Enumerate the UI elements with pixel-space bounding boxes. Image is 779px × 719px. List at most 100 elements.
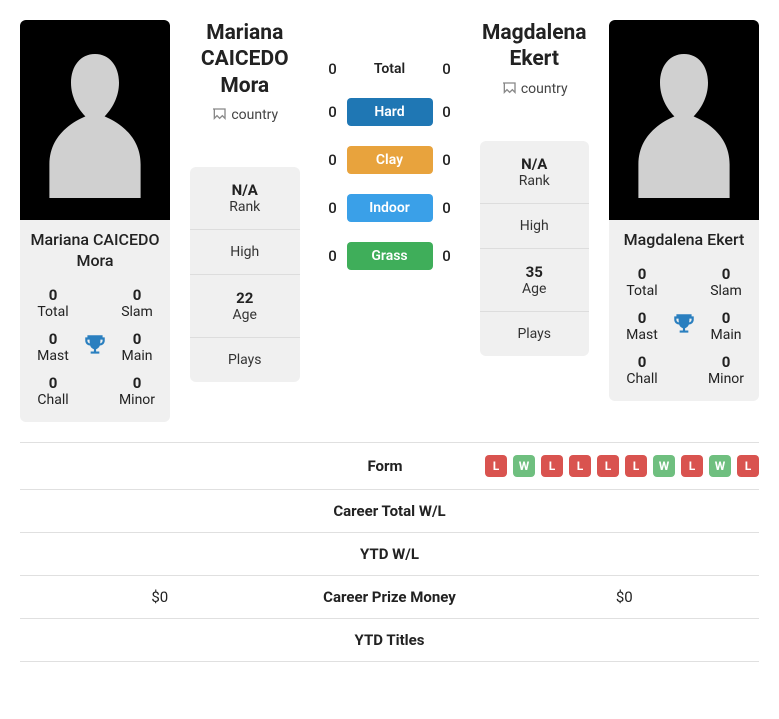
- h2h-total-label: Total: [347, 61, 433, 77]
- rank-val-left: N/A: [194, 181, 296, 199]
- h2h-column: 0Total00Hard00Clay00Indoor00Grass0: [320, 20, 460, 422]
- player-photo-right: [609, 20, 759, 220]
- titles-chall-val: 0: [615, 353, 669, 371]
- stat-right: $0: [480, 588, 760, 606]
- stat-row-career_prize: $0Career Prize Money$0: [20, 576, 759, 619]
- form-badge: L: [569, 455, 591, 477]
- stat-label: Career Total W/L: [300, 502, 480, 520]
- form-badge: L: [681, 455, 703, 477]
- titles-slam-lbl: Slam: [110, 304, 164, 320]
- titles-mast-val: 0: [615, 309, 669, 327]
- stat-label: Form: [295, 457, 475, 475]
- h2h-surface-pill: Hard: [347, 98, 433, 126]
- titles-total-lbl: Total: [615, 283, 669, 299]
- titles-main-lbl: Main: [699, 327, 753, 343]
- form-badge: L: [597, 455, 619, 477]
- h2h-left-val: 0: [319, 151, 347, 169]
- h2h-surface-pill: Clay: [347, 146, 433, 174]
- country-alt-left: country: [231, 107, 278, 123]
- info-col-right: Magdalena Ekert country N/ARank High 35A…: [480, 20, 590, 422]
- h2h-left-val: 0: [319, 60, 347, 78]
- titles-mast-lbl: Mast: [26, 348, 80, 364]
- plays-lbl: Plays: [194, 352, 296, 368]
- stat-label: YTD W/L: [300, 545, 480, 563]
- player-card-body-right: Magdalena Ekert 0Total 0Slam 0Mast 0Main…: [609, 220, 759, 401]
- age-lbl: Age: [484, 281, 586, 297]
- form-badge: L: [541, 455, 563, 477]
- titles-grid-right: 0Total 0Slam 0Mast 0Main 0Chall 0Minor: [615, 265, 753, 387]
- stat-row-ytd_titles: YTD Titles: [20, 619, 759, 662]
- player-name-left: Mariana CAICEDO Mora: [190, 20, 300, 99]
- broken-image-icon: [501, 81, 517, 97]
- form-badge: L: [485, 455, 507, 477]
- titles-slam-lbl: Slam: [699, 283, 753, 299]
- player-silhouette-icon: [35, 40, 155, 200]
- stat-row-ytd_wl: YTD W/L: [20, 533, 759, 576]
- player-name-left-card: Mariana CAICEDO Mora: [26, 230, 164, 272]
- player-card-body-left: Mariana CAICEDO Mora 0Total 0Slam 0Mast …: [20, 220, 170, 422]
- country-flag-right: country: [480, 81, 590, 101]
- player-card-right: Magdalena Ekert 0Total 0Slam 0Mast 0Main…: [609, 20, 759, 422]
- h2h-surface-pill: Indoor: [347, 194, 433, 222]
- age-lbl: Age: [194, 307, 296, 323]
- titles-chall-lbl: Chall: [615, 371, 669, 387]
- rank-val-right: N/A: [484, 155, 586, 173]
- titles-slam-val: 0: [110, 286, 164, 304]
- comparison-header: Mariana CAICEDO Mora 0Total 0Slam 0Mast …: [20, 20, 759, 422]
- broken-image-icon: [211, 107, 227, 123]
- country-alt-right: country: [521, 81, 568, 97]
- titles-minor-val: 0: [110, 374, 164, 392]
- form-badges: LWLLLLWLWL: [485, 455, 759, 477]
- titles-main-lbl: Main: [110, 348, 164, 364]
- stat-row-career_wl: Career Total W/L: [20, 490, 759, 533]
- h2h-right-val: 0: [433, 151, 461, 169]
- h2h-right-val: 0: [433, 103, 461, 121]
- info-col-left: Mariana CAICEDO Mora country N/ARank Hig…: [190, 20, 300, 422]
- titles-mast-lbl: Mast: [615, 327, 669, 343]
- titles-minor-val: 0: [699, 353, 753, 371]
- high-lbl: High: [194, 244, 296, 260]
- titles-main-val: 0: [110, 330, 164, 348]
- h2h-right-val: 0: [433, 60, 461, 78]
- country-flag-left: country: [190, 107, 300, 127]
- titles-total-val: 0: [26, 286, 80, 304]
- plays-lbl: Plays: [484, 326, 586, 342]
- titles-mast-val: 0: [26, 330, 80, 348]
- titles-minor-lbl: Minor: [699, 371, 753, 387]
- titles-total-val: 0: [615, 265, 669, 283]
- titles-main-val: 0: [699, 309, 753, 327]
- player-silhouette-icon: [624, 40, 744, 200]
- age-val-right: 35: [484, 263, 586, 281]
- titles-chall-val: 0: [26, 374, 80, 392]
- player-card-left: Mariana CAICEDO Mora 0Total 0Slam 0Mast …: [20, 20, 170, 422]
- titles-minor-lbl: Minor: [110, 392, 164, 408]
- h2h-left-val: 0: [319, 103, 347, 121]
- form-badge: W: [513, 455, 535, 477]
- stat-label: YTD Titles: [300, 631, 480, 649]
- h2h-left-val: 0: [319, 247, 347, 265]
- rank-lbl: Rank: [194, 199, 296, 215]
- comparison-table: Form LWLLLLWLWL Career Total W/L YTD W/L $0C…: [20, 442, 759, 662]
- form-badge: W: [653, 455, 675, 477]
- rank-lbl: Rank: [484, 173, 586, 189]
- titles-grid-left: 0Total 0Slam 0Mast 0Main 0Chall 0Minor: [26, 286, 164, 408]
- h2h-right-val: 0: [433, 247, 461, 265]
- player-name-right-card: Magdalena Ekert: [615, 230, 753, 251]
- h2h-row: 0Hard0: [320, 98, 460, 126]
- form-badge: W: [709, 455, 731, 477]
- player-photo-left: [20, 20, 170, 220]
- titles-total-lbl: Total: [26, 304, 80, 320]
- titles-slam-val: 0: [699, 265, 753, 283]
- stat-label: Career Prize Money: [300, 588, 480, 606]
- age-val-left: 22: [194, 289, 296, 307]
- player-name-right: Magdalena Ekert: [480, 20, 590, 73]
- form-badge: L: [625, 455, 647, 477]
- h2h-surface-pill: Grass: [347, 242, 433, 270]
- stat-left: $0: [20, 588, 300, 606]
- trophy-icon-left: [80, 332, 110, 362]
- h2h-row: 0Indoor0: [320, 194, 460, 222]
- h2h-row: 0Clay0: [320, 146, 460, 174]
- stat-right: LWLLLLWLWL: [475, 455, 759, 477]
- stat-row-form: Form LWLLLLWLWL: [20, 443, 759, 490]
- h2h-row: 0Total0: [320, 60, 460, 78]
